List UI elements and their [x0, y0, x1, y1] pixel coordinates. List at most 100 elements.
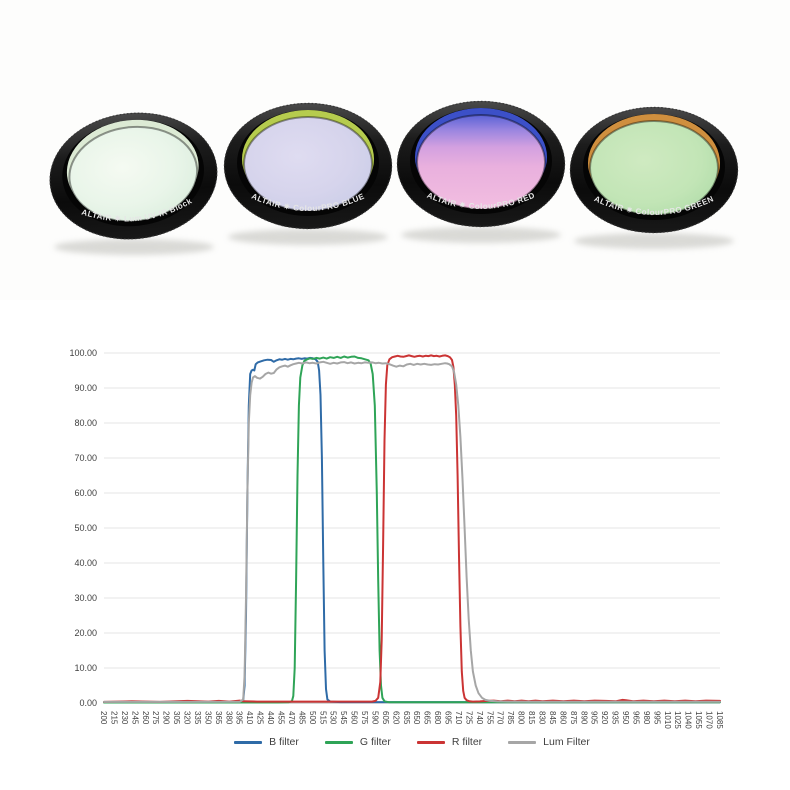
x-tick-label: 620	[391, 711, 400, 725]
y-tick-label: 100.00	[69, 348, 97, 358]
knurled-edge	[396, 100, 566, 228]
x-tick-label: 890	[579, 711, 588, 725]
x-tick-label: 650	[412, 711, 421, 725]
x-tick-label: 785	[506, 711, 515, 725]
filter-glass	[417, 115, 545, 209]
x-tick-label: 395	[235, 711, 244, 725]
x-tick-label: 815	[527, 711, 536, 725]
x-tick-label: 425	[256, 711, 265, 725]
legend-label: B filter	[269, 736, 299, 748]
x-tick-label: 1070	[705, 711, 714, 729]
x-tick-label: 635	[402, 711, 411, 725]
filter-body: ALTAIR ✷ ColourPRO GREEN	[569, 106, 739, 234]
x-tick-label: 440	[266, 711, 275, 725]
x-tick-label: 305	[172, 711, 181, 725]
x-tick-label: 575	[360, 711, 369, 725]
filter-lum-uvir-block: ALTAIR ✷ Lum UV-IR Block	[34, 96, 234, 266]
x-tick-label: 1055	[694, 711, 703, 729]
x-tick-label: 485	[297, 711, 306, 725]
x-tick-label: 860	[558, 711, 567, 725]
x-tick-label: 410	[245, 711, 254, 725]
x-tick-label: 545	[339, 711, 348, 725]
x-tick-label: 755	[485, 711, 494, 725]
filter-body: ALTAIR ✷ ColourPRO RED	[396, 100, 566, 228]
legend-label: G filter	[359, 736, 391, 748]
legend-item-b-filter: B filter	[234, 736, 299, 748]
x-tick-label: 920	[600, 711, 609, 725]
legend-label: R filter	[451, 736, 483, 748]
filter-image: ALTAIR ✷ ColourPRO RED	[396, 100, 566, 243]
y-tick-label: 0.00	[79, 698, 97, 708]
x-tick-label: 1040	[684, 711, 693, 729]
chart-canvas: 0.00 10.00 20.00 30.00 40.00 50.00 60.00 70.00 8…	[69, 348, 724, 729]
x-tick-label: 560	[350, 711, 359, 725]
x-tick-label: 680	[433, 711, 442, 725]
series-g-filter	[103, 355, 721, 704]
x-tick-label: 380	[224, 711, 233, 725]
x-tick-label: 260	[141, 711, 150, 725]
y-tick-label: 80.00	[74, 418, 97, 428]
knurled-edge	[223, 102, 393, 230]
product-photo: ALTAIR ✷ Lum UV-IR Block ALTAIR ✷ Colour…	[0, 0, 790, 300]
x-tick-label: 605	[381, 711, 390, 725]
y-tick-label: 20.00	[74, 628, 97, 638]
x-tick-label: 800	[517, 711, 526, 725]
x-tick-label: 200	[99, 711, 108, 725]
x-tick-label: 845	[548, 711, 557, 725]
y-tick-label: 90.00	[74, 383, 97, 393]
x-tick-label: 1025	[673, 711, 682, 729]
filter-shadow	[401, 227, 561, 243]
legend-line-swatch	[324, 740, 353, 744]
y-tick-label: 40.00	[74, 558, 97, 568]
series-r-filter	[103, 354, 721, 703]
x-tick-label: 875	[569, 711, 578, 725]
x-tick-label: 275	[151, 711, 160, 725]
x-axis-labels: 200 215 230 245 260 275 290 305 320 335 350 365 380 3…	[99, 711, 724, 729]
x-tick-label: 470	[287, 711, 296, 725]
gridlines	[104, 352, 720, 704]
x-tick-label: 455	[276, 711, 285, 725]
filter-colourpro-blue: ALTAIR ✷ ColourPRO BLUE	[208, 86, 408, 256]
x-tick-label: 770	[496, 711, 505, 725]
x-tick-label: 965	[631, 711, 640, 725]
series-b-filter	[103, 356, 721, 704]
filter-glass	[244, 117, 372, 211]
x-tick-label: 950	[621, 711, 630, 725]
x-tick-label: 290	[162, 711, 171, 725]
filter-body: ALTAIR ✷ ColourPRO BLUE	[223, 102, 393, 230]
filter-image: ALTAIR ✷ Lum UV-IR Block	[49, 112, 218, 255]
x-tick-label: 500	[308, 711, 317, 725]
series-lum-filter	[103, 360, 721, 703]
y-tick-label: 70.00	[74, 453, 97, 463]
x-tick-label: 530	[329, 711, 338, 725]
knurled-edge	[569, 106, 739, 234]
x-tick-label: 740	[475, 711, 484, 725]
x-tick-label: 245	[130, 711, 139, 725]
x-tick-label: 665	[423, 711, 432, 725]
knurled-edge	[49, 112, 218, 240]
filter-shadow	[228, 229, 388, 245]
y-axis-labels: 0.00 10.00 20.00 30.00 40.00 50.00 60.00 70.00 8…	[69, 348, 97, 708]
x-tick-label: 320	[183, 711, 192, 725]
x-tick-label: 830	[538, 711, 547, 725]
x-tick-label: 515	[318, 711, 327, 725]
x-tick-label: 710	[454, 711, 463, 725]
x-tick-label: 365	[214, 711, 223, 725]
x-tick-label: 590	[370, 711, 379, 725]
filter-colourpro-red: ALTAIR ✷ ColourPRO RED	[381, 84, 581, 254]
legend-label: Lum Filter	[543, 736, 590, 748]
x-tick-label: 695	[444, 711, 453, 725]
x-tick-label: 215	[109, 711, 118, 725]
filter-shadow	[54, 239, 214, 255]
legend-item-g-filter: G filter	[324, 736, 391, 748]
x-tick-label: 1010	[663, 711, 672, 729]
legend-line-swatch	[416, 740, 445, 744]
filter-image: ALTAIR ✷ ColourPRO BLUE	[223, 102, 393, 245]
x-tick-label: 1085	[715, 711, 724, 729]
x-tick-label: 935	[611, 711, 620, 725]
legend-line-swatch	[508, 740, 537, 744]
y-tick-label: 60.00	[74, 488, 97, 498]
filter-body: ALTAIR ✷ Lum UV-IR Block	[49, 112, 218, 240]
legend-item-lum-filter: Lum Filter	[508, 736, 590, 748]
filter-colourpro-green: ALTAIR ✷ ColourPRO GREEN	[554, 90, 754, 260]
